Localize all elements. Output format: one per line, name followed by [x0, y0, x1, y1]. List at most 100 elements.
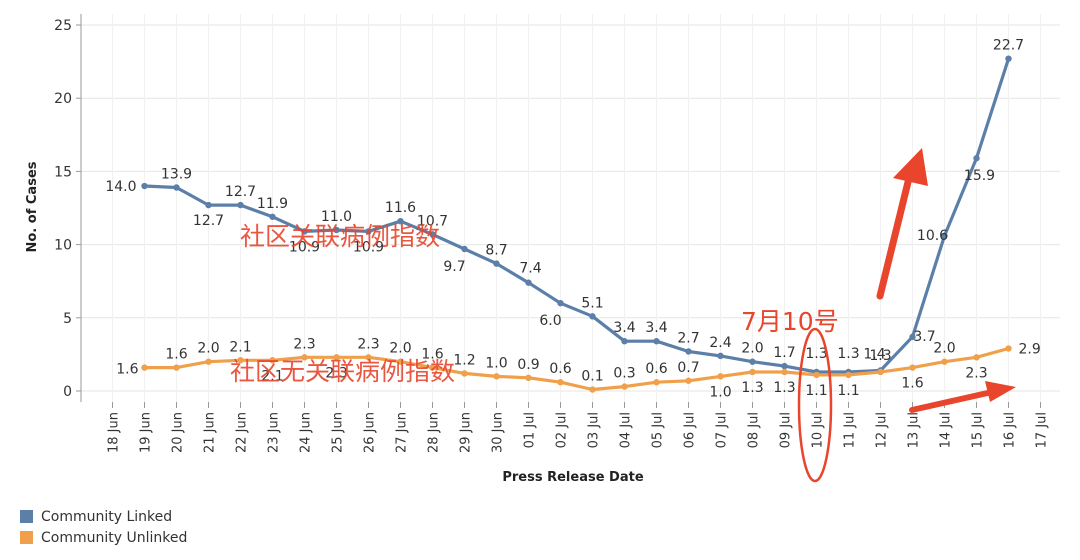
x-tick-label: 10 Jul	[811, 412, 826, 448]
data-label: 2.3	[293, 336, 315, 352]
data-point	[781, 362, 788, 370]
data-point	[269, 357, 276, 364]
data-point	[749, 368, 756, 376]
data-labels: 14.013.912.712.711.910.911.010.911.610.7…	[105, 38, 1040, 401]
data-point	[909, 364, 916, 371]
data-label: 2.0	[741, 341, 763, 357]
data-label: 3.7	[913, 329, 935, 345]
data-point	[557, 379, 564, 386]
data-label: 2.0	[389, 341, 411, 357]
data-point	[973, 155, 980, 162]
data-label: 1.3	[837, 346, 859, 362]
legend: Community Linked Community Unlinked	[20, 506, 187, 548]
data-point	[301, 354, 308, 361]
data-label: 22.7	[993, 38, 1024, 54]
legend-item-unlinked: Community Unlinked	[20, 527, 187, 548]
x-tick-label: 11 Jul	[843, 412, 858, 448]
x-tick-label: 08 Jul	[747, 412, 762, 448]
x-tick-label: 02 Jul	[555, 412, 570, 448]
x-axis-title: Press Release Date	[502, 470, 643, 485]
data-point	[941, 232, 948, 240]
data-label: 0.1	[581, 369, 603, 385]
data-point	[845, 371, 852, 379]
data-label: 11.9	[257, 196, 288, 212]
data-point	[269, 213, 276, 220]
data-label: 12.7	[193, 213, 224, 229]
data-point	[301, 228, 308, 235]
y-tick-label: 0	[63, 384, 72, 400]
x-tick-label: 05 Jul	[651, 412, 666, 448]
data-label: 13.9	[161, 167, 192, 183]
data-label: 2.0	[933, 341, 955, 357]
data-point	[205, 358, 212, 365]
data-label: 0.6	[549, 361, 571, 377]
gridlines	[81, 14, 1060, 402]
x-tick-label: 30 Jun	[491, 412, 506, 453]
data-label: 1.6	[165, 347, 187, 363]
data-label: 10.9	[353, 239, 384, 255]
data-point	[621, 338, 628, 345]
data-point	[173, 364, 180, 371]
data-point	[333, 354, 340, 361]
data-point	[685, 377, 692, 384]
x-tick-label: 26 Jun	[363, 412, 378, 453]
data-label: 1.6	[116, 362, 138, 378]
data-point	[493, 373, 500, 380]
data-label: 3.4	[613, 320, 635, 336]
data-label: 5.1	[581, 295, 603, 311]
data-point	[461, 370, 468, 377]
data-label: 1.3	[869, 348, 891, 364]
data-point	[717, 373, 724, 380]
data-label: 12.7	[225, 184, 256, 200]
data-label: 2.1	[261, 368, 283, 384]
data-point	[429, 231, 436, 238]
data-point	[141, 182, 148, 190]
x-tick-label: 16 Jul	[1003, 412, 1018, 448]
data-label: 6.0	[539, 313, 561, 329]
data-point	[525, 279, 532, 286]
x-tick-label: 17 Jul	[1035, 412, 1050, 448]
data-point	[365, 354, 372, 361]
data-point	[237, 201, 244, 209]
annotation-linked-index: 社区关联病例指数	[240, 222, 440, 251]
axes: 0 5 10 15 20 25 18 Jun 19 Jun 20 Jun 21 Jun 22 Jun…	[54, 14, 1050, 453]
y-tick-label: 25	[54, 18, 72, 34]
x-tick-label: 07 Jul	[715, 412, 730, 448]
legend-swatch-linked	[20, 510, 33, 523]
data-label: 2.9	[1019, 342, 1041, 358]
y-tick-label: 15	[54, 164, 72, 180]
x-tick-label: 01 Jul	[523, 412, 538, 448]
data-point	[237, 357, 244, 364]
data-label: 11.6	[385, 200, 416, 216]
x-tick-label: 29 Jun	[459, 412, 474, 453]
data-label: 1.3	[805, 346, 827, 362]
x-tick-label: 25 Jun	[331, 412, 346, 453]
x-tick-label: 27 Jun	[395, 412, 410, 453]
data-label: 2.1	[229, 339, 251, 355]
arrow-right-icon	[909, 381, 1016, 413]
data-label: 0.6	[645, 361, 667, 377]
x-tick-label: 12 Jul	[875, 412, 890, 448]
data-point	[941, 358, 948, 365]
data-point	[621, 383, 628, 390]
data-label: 1.6	[421, 347, 443, 363]
data-point	[557, 299, 564, 307]
data-label: 1.3	[741, 380, 763, 396]
data-point	[493, 260, 500, 267]
data-point	[653, 338, 660, 345]
data-label: 1.0	[709, 384, 731, 400]
data-point	[813, 371, 820, 379]
x-tick-label: 14 Jul	[939, 412, 954, 448]
data-label: 3.4	[645, 320, 667, 336]
data-label: 2.3	[357, 336, 379, 352]
line-chart: 0 5 10 15 20 25 18 Jun 19 Jun 20 Jun 21 Jun 22 Jun…	[25, 14, 1060, 485]
arrow-up-icon	[876, 148, 928, 300]
data-point	[205, 201, 212, 209]
data-label: 10.7	[417, 213, 448, 229]
x-tick-label: 21 Jun	[203, 412, 218, 453]
x-tick-label: 24 Jun	[299, 412, 314, 453]
data-point	[173, 184, 180, 191]
x-tick-label: 15 Jul	[971, 412, 986, 448]
data-label: 2.3	[965, 365, 987, 381]
data-label: 9.7	[443, 259, 465, 275]
